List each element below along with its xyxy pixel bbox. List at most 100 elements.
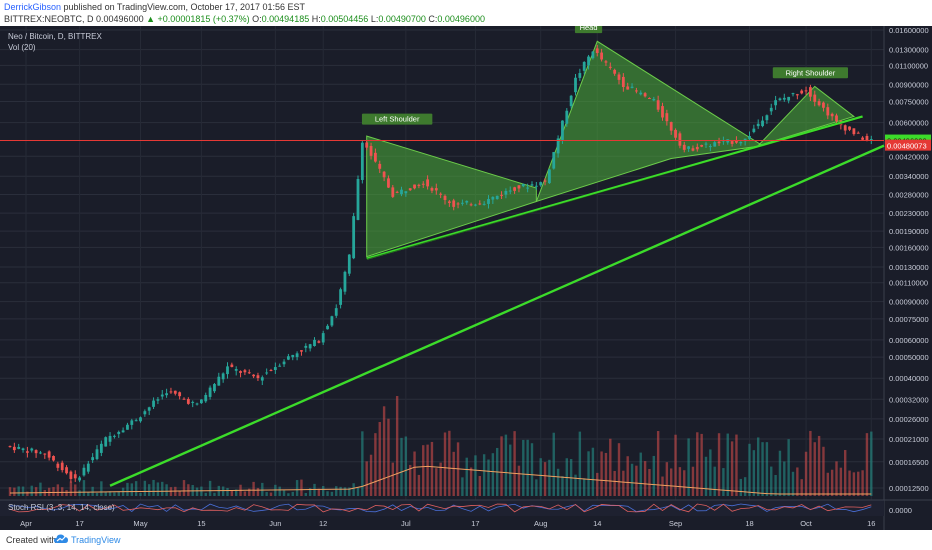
candle-body (730, 141, 734, 144)
volume-bar (256, 487, 260, 496)
candle-body (539, 182, 543, 186)
candle-body (104, 437, 108, 447)
created-with-text: Created with (6, 535, 57, 545)
candle-body (213, 384, 216, 392)
candle-body (230, 364, 234, 367)
candle-body (99, 443, 103, 453)
candle-body (652, 98, 656, 101)
candle-body (282, 361, 286, 365)
volume-bar (226, 487, 229, 496)
volume-bar (626, 456, 629, 496)
annotation-box (772, 67, 848, 79)
volume-bar (374, 433, 377, 496)
author-link[interactable]: DerrickGibson (4, 2, 62, 12)
volume-bar (409, 464, 412, 496)
volume-bar (761, 442, 764, 496)
candle-body (591, 51, 595, 59)
volume-bar (26, 491, 29, 496)
chart-area[interactable]: 0.01600000 0.01300000 0.01100000 0.00900000… (0, 26, 932, 530)
volume-bar (465, 457, 468, 496)
candle-body (465, 200, 469, 203)
candle-body (843, 125, 847, 131)
volume-bar (709, 449, 712, 496)
candle-body (34, 450, 38, 454)
candle-body (352, 216, 356, 259)
candle-body (600, 52, 603, 60)
annotation-label: Left Shoulder (375, 115, 420, 124)
candle-body (443, 195, 447, 200)
candle-body (782, 97, 786, 100)
volume-bar (113, 492, 116, 496)
price-tick-label: 0.01600000 (889, 26, 929, 35)
volume-bar (182, 480, 186, 496)
volume-bar (413, 451, 416, 496)
volume-bar (722, 468, 725, 496)
volume-bar (770, 466, 773, 496)
volume-bar (369, 454, 373, 496)
volume-bar (478, 476, 481, 496)
candle-body (548, 169, 551, 184)
volume-bar (774, 474, 777, 496)
candle-body (421, 183, 425, 185)
candle-body (578, 73, 582, 78)
change-arrow-icon: ▲ (146, 14, 156, 24)
candle-body (73, 474, 77, 479)
volume-bar (704, 456, 708, 496)
candle-body (243, 370, 247, 373)
candle-body (365, 142, 369, 148)
prior-price-tag (885, 139, 931, 151)
candle-body (8, 446, 12, 448)
tradingview-brand[interactable]: TradingView (71, 535, 121, 545)
volume-bar (82, 480, 86, 496)
candle-body (474, 204, 477, 206)
candle-body (108, 435, 112, 442)
volume-bar (739, 478, 742, 496)
candle-body (330, 316, 334, 326)
volume-bar (352, 483, 355, 496)
time-tick-label: May (133, 519, 147, 528)
price-tick-label: 0.00130000 (889, 263, 929, 272)
candle-body (774, 100, 777, 106)
candle-body (743, 138, 747, 142)
published-text: published on TradingView.com, October 17… (63, 2, 306, 12)
price-tick-label: 0.01300000 (889, 46, 929, 55)
candle-body (278, 365, 282, 367)
price-chart[interactable]: 0.01600000 0.01300000 0.01100000 0.00900000… (0, 26, 932, 530)
volume-bar (74, 484, 77, 496)
candle-body (147, 407, 151, 411)
price-tick-label: 0.00900000 (889, 80, 929, 89)
volume-bar (530, 443, 534, 496)
candle-body (239, 371, 242, 373)
candle-body (43, 453, 47, 455)
candle-body (526, 187, 530, 189)
candle-body (708, 146, 712, 148)
candle-body (656, 100, 660, 110)
volume-bar (343, 487, 347, 496)
open-label: O: (252, 14, 262, 24)
volume-bar (39, 482, 42, 496)
candle-body (382, 171, 386, 178)
candle-body (574, 77, 577, 93)
volume-bar (526, 439, 529, 496)
candle-body (822, 102, 825, 108)
volume-bar (469, 467, 473, 496)
price-tick-label: 0.00012500 (889, 484, 929, 493)
volume-bar (282, 490, 286, 496)
volume-bar (126, 482, 129, 496)
volume-bar (417, 474, 421, 496)
volume-ma-line (9, 465, 872, 495)
candle-body (404, 191, 408, 194)
volume-bar (583, 478, 586, 496)
volume-bar (548, 459, 551, 496)
time-tick-label: 12 (319, 519, 327, 528)
candle-body (830, 113, 834, 117)
time-tick-label: 14 (593, 519, 601, 528)
candle-body (835, 115, 838, 122)
prior-price-label: 0.00480073 (887, 142, 927, 151)
volume-bar (78, 490, 81, 496)
candle-body (582, 62, 586, 71)
candle-body (826, 107, 830, 116)
candle-body (809, 87, 812, 97)
candle-body (613, 69, 617, 74)
volume-bar (578, 431, 582, 496)
